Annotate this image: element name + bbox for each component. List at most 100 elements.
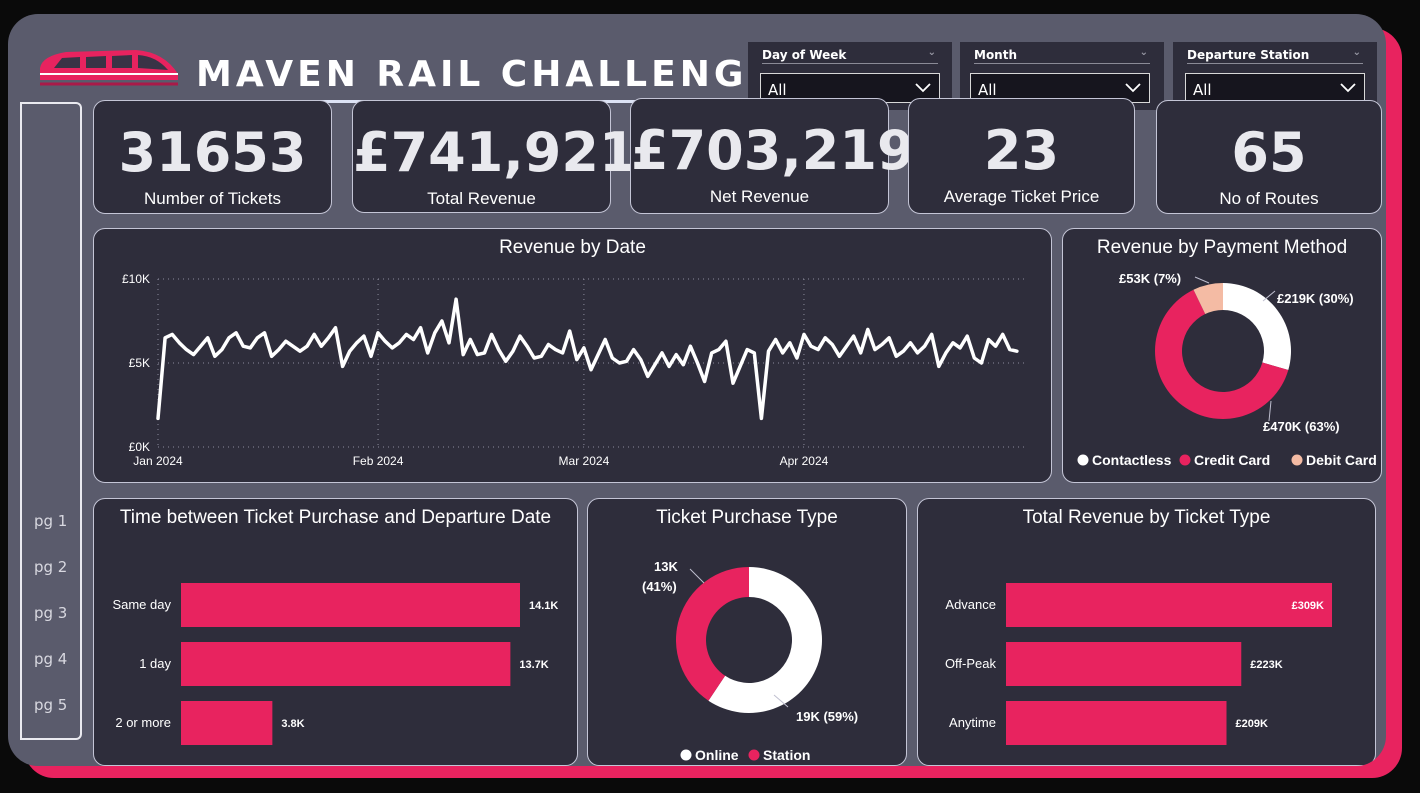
dashboard-frame: MAVEN RAIL CHALLENGE Day of Week ⌄ All Mo… bbox=[8, 14, 1386, 766]
chevron-down-icon bbox=[915, 83, 931, 93]
y-tick-label: £5K bbox=[129, 356, 150, 370]
chevron-down-icon bbox=[1340, 83, 1356, 93]
legend-marker bbox=[1291, 454, 1303, 466]
legend-entry: Station bbox=[763, 747, 810, 763]
x-tick-label: Mar 2024 bbox=[559, 454, 610, 468]
nav-page-3[interactable]: pg 3 bbox=[34, 604, 68, 622]
kpi-label: Number of Tickets bbox=[144, 189, 281, 208]
kpi-card-average-ticket-price: 23 Average Ticket Price bbox=[908, 98, 1135, 214]
legend-marker bbox=[748, 749, 760, 761]
x-tick-label: Feb 2024 bbox=[353, 454, 404, 468]
page-title: MAVEN RAIL CHALLENGE bbox=[196, 54, 776, 95]
data-label-debit-card: £53K (7%) bbox=[1119, 271, 1181, 286]
legend-entry: Credit Card bbox=[1194, 452, 1270, 468]
filter-label: Day of Week bbox=[762, 48, 847, 62]
leader-line bbox=[1268, 400, 1272, 422]
data-label-station: (41%) bbox=[642, 579, 677, 594]
bar bbox=[181, 642, 511, 686]
revenue-line-series bbox=[156, 297, 1019, 421]
y-tick-label: £10K bbox=[122, 272, 150, 286]
x-tick-label: Jan 2024 bbox=[133, 454, 183, 468]
page-navigator: pg 1 pg 2 pg 3 pg 4 pg 5 bbox=[20, 102, 82, 740]
slice-contactless bbox=[1223, 283, 1291, 371]
kpi-value: 31653 bbox=[118, 121, 307, 184]
chart-title: Revenue by Date bbox=[499, 237, 646, 258]
category-label: Advance bbox=[945, 597, 996, 612]
legend-marker bbox=[1077, 454, 1089, 466]
chart-title: Ticket Purchase Type bbox=[656, 507, 838, 528]
data-label: 14.1K bbox=[529, 600, 558, 612]
chevron-down-icon: ⌄ bbox=[927, 48, 936, 58]
slice-credit-card bbox=[1155, 289, 1289, 419]
data-label-contactless: £219K (30%) bbox=[1277, 291, 1354, 306]
filter-label: Month bbox=[974, 48, 1018, 62]
data-label-credit-card: £470K (63%) bbox=[1263, 419, 1340, 434]
leader-line bbox=[689, 568, 705, 584]
bar bbox=[1006, 642, 1242, 686]
legend-marker bbox=[680, 749, 692, 761]
category-label: 2 or more bbox=[115, 715, 171, 730]
filter-label: Departure Station bbox=[1187, 48, 1310, 62]
chart-title: Time between Ticket Purchase and Departu… bbox=[119, 507, 552, 528]
nav-page-2[interactable]: pg 2 bbox=[34, 558, 68, 576]
x-tick-label: Apr 2024 bbox=[780, 454, 829, 468]
data-label-online: 19K (59%) bbox=[796, 709, 858, 724]
leader-line bbox=[773, 694, 789, 708]
data-label: £209K bbox=[1235, 718, 1267, 730]
purchase-type-donut: 19K (59%) 13K (41%) Online Station bbox=[642, 559, 858, 763]
select-value: All bbox=[978, 81, 997, 99]
leader-line bbox=[1194, 276, 1210, 284]
slice-station bbox=[676, 567, 749, 701]
train-logo-icon bbox=[40, 50, 178, 86]
y-tick-label: £0K bbox=[129, 440, 150, 454]
revenue-by-payment-card: Revenue by Payment Method £219K (30%) £47… bbox=[1062, 228, 1382, 483]
category-label: Same day bbox=[112, 597, 171, 612]
data-label: £309K bbox=[1292, 600, 1324, 612]
select-value: All bbox=[1193, 81, 1212, 99]
kpi-card-routes: 65 No of Routes bbox=[1156, 100, 1382, 214]
bar bbox=[1006, 701, 1227, 745]
kpi-label: Average Ticket Price bbox=[943, 187, 1100, 206]
legend-entry: Contactless bbox=[1092, 452, 1172, 468]
chevron-down-icon: ⌄ bbox=[1352, 48, 1361, 58]
chevron-down-icon: ⌄ bbox=[1139, 48, 1148, 58]
lead-time-bar-chart: Same day 14.1K 1 day 13.7K 2 or more 3.8K bbox=[112, 583, 558, 745]
kpi-label: Total Revenue bbox=[427, 189, 536, 208]
kpi-value: £741,921 bbox=[353, 121, 637, 184]
data-label: 3.8K bbox=[281, 718, 304, 730]
purchase-type-card: Ticket Purchase Type 19K (59%) 13K (41%) On… bbox=[587, 498, 907, 766]
leader-line bbox=[1262, 290, 1276, 302]
kpi-label: Net Revenue bbox=[709, 187, 810, 206]
nav-page-5[interactable]: pg 5 bbox=[34, 696, 68, 714]
revenue-by-date-chart: £0K £5K £10K Jan 2024 Feb 2024 Mar 2024 Apr 20… bbox=[122, 272, 1024, 468]
legend-entry: Online bbox=[695, 747, 739, 763]
ticket-type-revenue-card: Total Revenue by Ticket Type Advance £309… bbox=[917, 498, 1376, 766]
data-label: £223K bbox=[1250, 659, 1282, 671]
kpi-value: 65 bbox=[1231, 121, 1307, 184]
chart-title: Total Revenue by Ticket Type bbox=[1022, 507, 1271, 528]
kpi-card-total-revenue: £741,921 Total Revenue bbox=[352, 100, 637, 213]
bar bbox=[181, 583, 520, 627]
filter-departure-station: Departure Station ⌄ All bbox=[1173, 42, 1377, 110]
nav-page-1[interactable]: pg 1 bbox=[34, 512, 68, 530]
kpi-value: 23 bbox=[983, 119, 1060, 182]
data-label: 13.7K bbox=[519, 659, 548, 671]
category-label: 1 day bbox=[139, 656, 171, 671]
purchase-lead-time-card: Time between Ticket Purchase and Departu… bbox=[93, 498, 578, 766]
select-value: All bbox=[768, 81, 787, 99]
category-label: Off-Peak bbox=[945, 656, 997, 671]
bar bbox=[1006, 583, 1332, 627]
ticket-type-bar-chart: Advance £309K Off-Peak £223K Anytime £209K bbox=[945, 583, 1332, 745]
category-label: Anytime bbox=[949, 715, 996, 730]
slice-debit-card bbox=[1193, 283, 1223, 315]
legend-marker bbox=[1179, 454, 1191, 466]
legend-entry: Debit Card bbox=[1306, 452, 1377, 468]
payment-method-donut: £219K (30%) £470K (63%) £53K (7%) Contactle… bbox=[1077, 271, 1377, 468]
chart-title: Revenue by Payment Method bbox=[1096, 237, 1348, 258]
bar bbox=[181, 701, 273, 745]
nav-page-4[interactable]: pg 4 bbox=[34, 650, 68, 668]
departure-station-select[interactable]: All bbox=[1185, 73, 1365, 103]
revenue-by-date-card: Revenue by Date £0K £5K £10K Jan 2024 Feb 20… bbox=[93, 228, 1052, 483]
slice-online bbox=[708, 567, 822, 713]
kpi-value: £703,219 bbox=[631, 119, 915, 182]
